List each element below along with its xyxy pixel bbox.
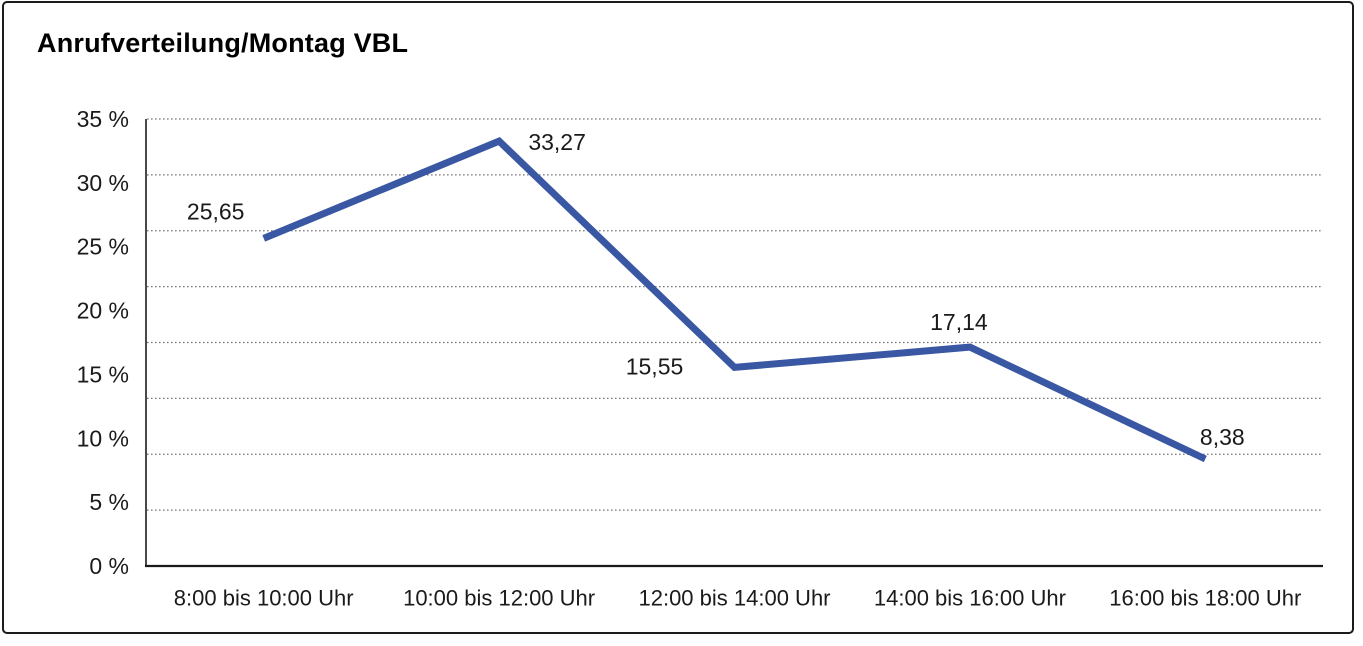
y-tick-label: 15 % bbox=[77, 361, 129, 387]
y-tick-label: 30 % bbox=[77, 170, 129, 196]
x-category-label: 14:00 bis 16:00 Uhr bbox=[874, 586, 1066, 611]
x-category-label: 10:00 bis 12:00 Uhr bbox=[403, 586, 595, 611]
value-label: 33,27 bbox=[528, 129, 586, 155]
data-line bbox=[262, 136, 1207, 463]
chart-title: Anrufverteilung/Montag VBL bbox=[37, 28, 409, 58]
chart-border-frame bbox=[2, 1, 1354, 634]
x-category-label: 16:00 bis 18:00 Uhr bbox=[1109, 586, 1301, 611]
y-tick-label: 0 % bbox=[89, 553, 129, 579]
value-label: 8,38 bbox=[1200, 424, 1245, 450]
value-label: 25,65 bbox=[187, 198, 245, 224]
y-tick-label: 5 % bbox=[89, 489, 129, 515]
y-tick-label: 10 % bbox=[77, 425, 129, 451]
value-label: 15,55 bbox=[626, 353, 684, 379]
x-category-label: 12:00 bis 14:00 Uhr bbox=[638, 586, 830, 611]
x-category-label: 8:00 bis 10:00 Uhr bbox=[174, 586, 354, 611]
y-tick-label: 20 % bbox=[77, 298, 129, 324]
value-label: 17,14 bbox=[930, 309, 988, 335]
y-tick-label: 25 % bbox=[77, 234, 129, 260]
y-tick-label: 35 % bbox=[77, 106, 129, 132]
gridlines bbox=[147, 118, 1323, 511]
